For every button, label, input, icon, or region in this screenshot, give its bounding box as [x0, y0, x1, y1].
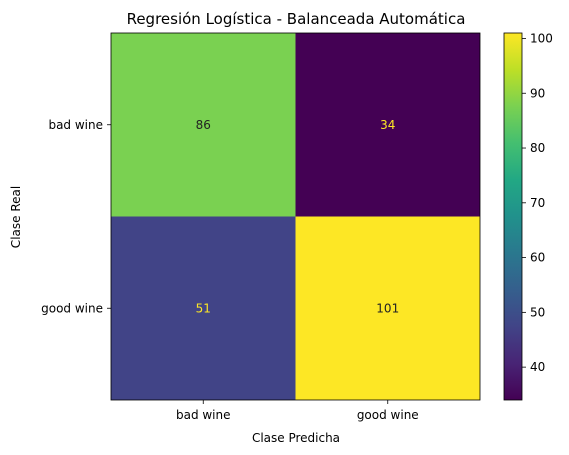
colorbar-tick-label: 40 — [530, 360, 545, 374]
colorbar-tick-label: 90 — [530, 86, 545, 100]
heatmap-cell — [295, 216, 480, 400]
cell-value-label: 86 — [196, 118, 211, 132]
heatmap-cell — [111, 33, 296, 217]
colorbar-tick-label: 100 — [530, 31, 553, 45]
colorbar-ticks: 40 50 60 70 80 90 100 — [522, 31, 553, 374]
y-axis-ticks: bad wine good wine — [41, 118, 111, 315]
x-tick-label: good wine — [357, 408, 419, 422]
colorbar-tick-label: 70 — [530, 196, 545, 210]
heatmap-cell — [111, 216, 296, 400]
chart-title: Regresión Logística - Balanceada Automát… — [127, 10, 466, 28]
cell-value-label: 34 — [380, 118, 395, 132]
plot-frame — [110, 32, 481, 401]
colorbar: 40 50 60 70 80 90 100 — [503, 31, 553, 401]
colorbar-tick-label: 50 — [530, 305, 545, 319]
y-axis-label: Clase Real — [9, 186, 23, 248]
cell-value-label: 51 — [196, 301, 211, 315]
colorbar-gradient — [504, 33, 522, 400]
heatmap-cells — [111, 33, 480, 400]
cell-value-label: 101 — [376, 301, 399, 315]
x-axis-label: Clase Predicha — [252, 431, 340, 445]
colorbar-tick-label: 60 — [530, 251, 545, 265]
y-tick-label: good wine — [41, 301, 103, 315]
y-tick-label: bad wine — [48, 118, 103, 132]
x-tick-label: bad wine — [176, 408, 231, 422]
heatmap-cell — [295, 33, 480, 217]
x-axis-ticks: bad wine good wine — [176, 400, 419, 422]
colorbar-tick-label: 80 — [530, 141, 545, 155]
colorbar-frame — [503, 32, 523, 401]
heatmap-cell-labels: 86 34 51 101 — [196, 118, 400, 316]
